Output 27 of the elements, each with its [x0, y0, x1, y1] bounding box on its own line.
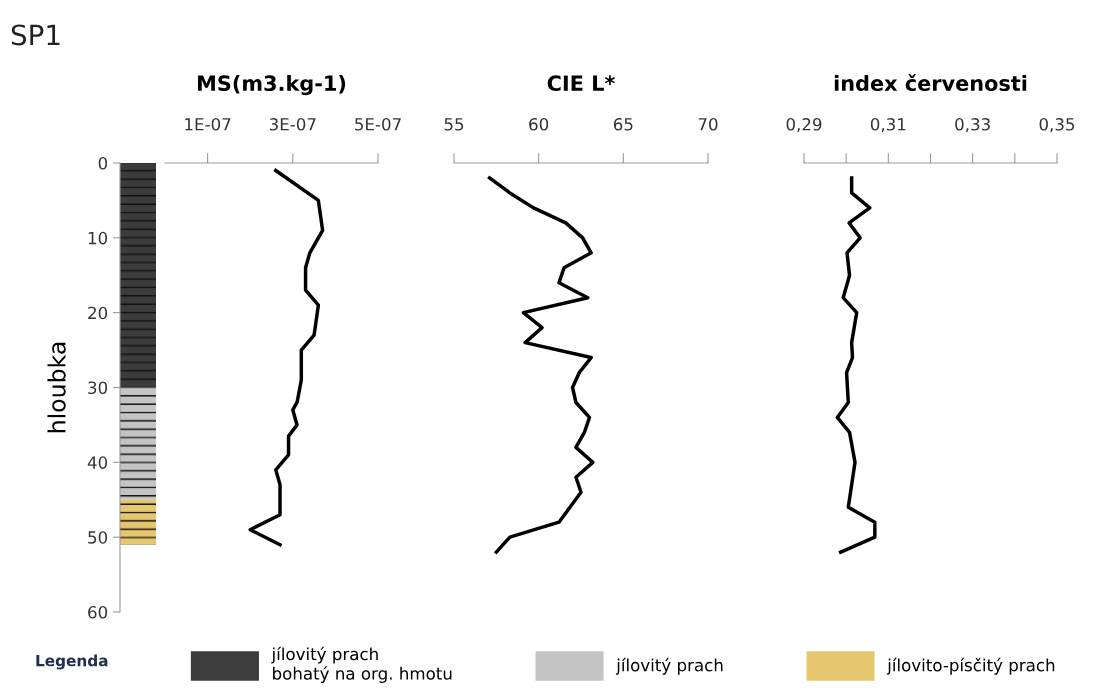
x-tick-label: 60 — [529, 118, 549, 131]
x-tick-label: 55 — [444, 118, 464, 131]
y-tick-label: 60 — [88, 605, 108, 619]
y-tick-label: 10 — [88, 231, 108, 245]
chart-title: MS(m3.kg-1) — [198, 74, 346, 96]
chart-title: index červenosti — [834, 74, 1027, 92]
x-tick-label: 65 — [613, 118, 633, 131]
y-tick-label: 50 — [88, 531, 108, 544]
y-tick-label: 30 — [88, 381, 108, 395]
legend-title: Legenda — [36, 654, 108, 670]
y-axis-title: hloubka — [47, 342, 66, 433]
x-tick-label: 0,35 — [1039, 118, 1075, 133]
x-tick-label: 70 — [698, 118, 718, 131]
y-tick-label: 0 — [98, 156, 108, 170]
x-tick-label: 1E-07 — [185, 118, 231, 131]
x-tick-label: 5E-07 — [355, 118, 401, 131]
x-tick-label: 0,31 — [870, 118, 906, 133]
x-tick-label: 0,29 — [786, 118, 822, 133]
legend-label: jílovito-písčitý prach — [886, 657, 1055, 675]
x-tick-label: 3E-07 — [269, 118, 316, 131]
y-tick-label: 40 — [87, 456, 108, 469]
y-tick-label: 20 — [88, 306, 108, 320]
legend-label: jílovitý prach — [615, 657, 723, 675]
x-tick-label: 0,33 — [955, 118, 990, 133]
legend-label: jílovitý prach bohatý na org. hmotu — [271, 646, 452, 683]
chart-title: CIE L* — [547, 75, 615, 92]
chart-title: SP1 — [11, 24, 60, 46]
